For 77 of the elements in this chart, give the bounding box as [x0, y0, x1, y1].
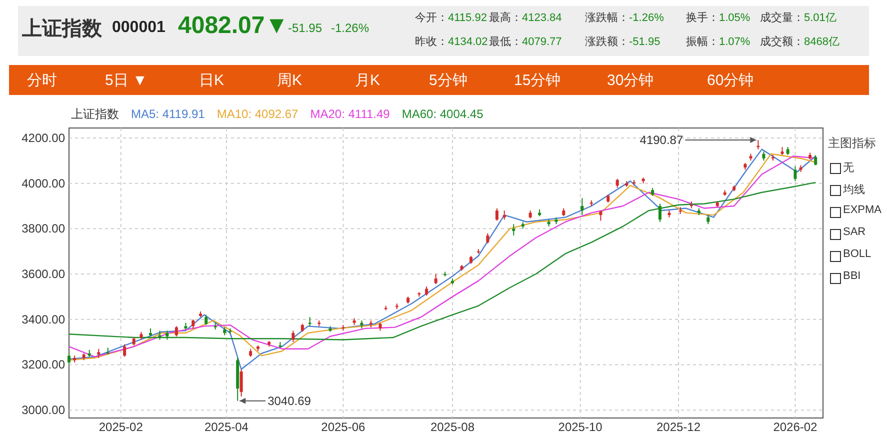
text: 15分钟: [514, 71, 561, 90]
y-tick-label: 3000.00: [22, 403, 66, 418]
text: MA20: 4111.49: [310, 107, 390, 121]
candlestick: [658, 203, 662, 222]
candlestick: [97, 348, 100, 358]
text: 成交额：8468亿: [760, 36, 840, 48]
text: MA5: 4119.91: [131, 107, 206, 121]
candlestick: [292, 330, 295, 343]
text: 5日 ▼: [105, 71, 148, 90]
candlestick: [158, 330, 162, 340]
candlestick: [486, 232, 490, 244]
text: 昨收：4134.02: [415, 36, 488, 48]
candlestick: [814, 154, 818, 166]
text: -51.95: [288, 21, 322, 35]
x-tick-label: 2025-08: [430, 420, 475, 434]
x-tick-label: 2025-12: [656, 420, 701, 434]
candlestick: [794, 166, 797, 182]
candlestick: [580, 198, 584, 216]
line-series: [68, 182, 816, 340]
candlestick: [502, 210, 506, 220]
candlestick: [192, 318, 195, 329]
text: 日K: [199, 71, 224, 90]
candlestick: [166, 330, 169, 340]
text: MA10: 4092.67: [216, 107, 299, 121]
candlestick: [425, 286, 428, 296]
text: SAR: [843, 226, 866, 238]
annotation: 4190.87: [640, 133, 684, 148]
candlestick: [762, 151, 766, 162]
candlestick: [434, 274, 438, 285]
text: 涨跌额：-51.95: [585, 36, 660, 48]
y-tick-label: 4000.00: [22, 176, 66, 190]
y-tick-label: 3400.00: [22, 312, 66, 326]
candlestick: [174, 326, 178, 337]
text: 分时: [27, 71, 57, 90]
text: 成交量：5.01亿: [760, 12, 836, 24]
text: 60分钟: [707, 71, 754, 90]
text: 4082.07▼: [178, 12, 289, 40]
text: 无: [843, 161, 854, 175]
text: 均线: [843, 183, 865, 197]
candlestick: [599, 210, 602, 222]
text: EXPMA: [843, 204, 882, 216]
x-tick-label: 2026-02: [773, 420, 818, 434]
text: 周K: [277, 71, 302, 90]
x-tick-label: 2025-10: [558, 420, 603, 434]
y-tick-label: 3600.00: [22, 267, 66, 282]
text: 最低：4079.77: [489, 36, 562, 48]
text: MA60: 4004.45: [402, 107, 484, 121]
candlestick: [495, 208, 498, 222]
x-tick-label: 2025-04: [204, 420, 249, 434]
text: BBI: [843, 270, 861, 282]
candlestick: [706, 214, 710, 225]
text: 上证指数: [22, 17, 102, 42]
text: 30分钟: [607, 71, 654, 90]
y-tick-label: 4200.00: [22, 130, 66, 145]
text: 振幅：1.07%: [686, 36, 750, 48]
annotation: 3040.69: [268, 394, 312, 408]
x-tick-label: 2025-06: [321, 420, 366, 434]
x-tick-label: 2025-02: [98, 420, 144, 434]
text: 5分钟: [429, 71, 468, 90]
text: BOLL: [843, 248, 872, 260]
candlestick: [512, 224, 516, 236]
y-tick-label: 3800.00: [22, 222, 66, 236]
text: 换手：1.05%: [686, 12, 750, 24]
y-tick-label: 3200.00: [22, 358, 66, 372]
text: 月K: [355, 71, 380, 90]
candlestick: [204, 314, 208, 326]
text: 主图指标: [828, 135, 876, 152]
text: 今开：4115.92: [415, 12, 487, 24]
candlestick: [240, 368, 243, 397]
candlestick: [68, 352, 70, 366]
text: -1.26%: [331, 21, 370, 35]
text: 涨跌幅：-1.26%: [585, 12, 664, 24]
candlestick: [616, 178, 619, 188]
text: 000001: [112, 19, 166, 37]
candlestick: [123, 344, 126, 358]
legend-title: 上证指数: [71, 107, 119, 121]
text: 最高：4123.84: [489, 12, 562, 24]
